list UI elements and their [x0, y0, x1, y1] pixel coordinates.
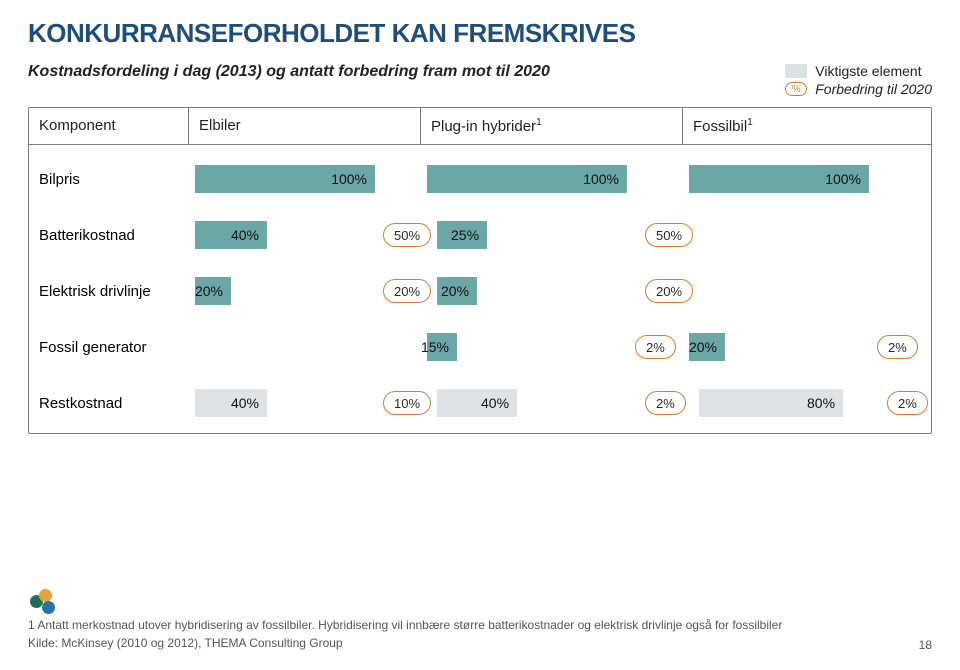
page-title: KONKURRANSEFORHOLDET KAN FREMSKRIVES — [28, 18, 932, 49]
logo-dot-b — [39, 589, 52, 602]
legend-oval-label: Forbedring til 2020 — [815, 81, 932, 97]
col-header-fossil-sup: 1 — [747, 117, 753, 128]
bar: 40% — [195, 389, 267, 417]
bar: 100% — [689, 165, 869, 193]
col-header-plugin: Plug-in hybrider1 — [421, 108, 683, 144]
rows-container: Bilpris 100% 100% 100% Batterikostnad 40… — [29, 145, 931, 433]
bar-track: 100% — [195, 165, 375, 193]
table-row: Batterikostnad 40% 50% 25% 50% — [29, 207, 931, 263]
table-row: Restkostnad 40% 10% 40% 2% 80% 2% — [29, 375, 931, 431]
table-row: Bilpris 100% 100% 100% — [29, 151, 931, 207]
bar: 15% — [427, 333, 457, 361]
legend: Viktigste element % Forbedring til 2020 — [785, 63, 932, 99]
footnote-1: 1 Antatt merkostnad utover hybridisering… — [28, 616, 932, 634]
improvement-oval: 50% — [383, 223, 431, 247]
col-header-elbil: Elbiler — [189, 108, 421, 144]
data-cell: 20% 20% — [431, 277, 693, 305]
col-header-plugin-text: Plug-in hybrider — [431, 118, 536, 135]
column-headers: Komponent Elbiler Plug-in hybrider1 Foss… — [29, 108, 931, 145]
bar-track: 40% — [195, 389, 375, 417]
bar: 20% — [689, 333, 725, 361]
bar-track: 20% — [195, 277, 375, 305]
data-cell: 40% 10% — [189, 389, 431, 417]
improvement-oval: 20% — [645, 279, 693, 303]
bar: 100% — [427, 165, 627, 193]
row-label: Fossil generator — [29, 339, 189, 356]
data-cell: 20% 20% — [189, 277, 431, 305]
bar: 20% — [437, 277, 477, 305]
data-cell: 100% — [421, 165, 683, 193]
row-label: Batterikostnad — [29, 227, 189, 244]
bar: 80% — [699, 389, 843, 417]
improvement-oval: 2% — [645, 391, 686, 415]
bar-track: 40% — [195, 221, 375, 249]
logo-icon — [30, 589, 56, 615]
col-header-label: Komponent — [29, 108, 189, 144]
data-cell: 15% 2% — [421, 333, 683, 361]
legend-swatch — [785, 64, 807, 78]
bar-track: 40% — [437, 389, 637, 417]
bar-track: 100% — [427, 165, 627, 193]
bar: 25% — [437, 221, 487, 249]
legend-oval-icon: % — [785, 82, 807, 96]
row-label: Bilpris — [29, 171, 189, 188]
data-cell: 100% — [683, 165, 931, 193]
improvement-oval: 2% — [877, 335, 918, 359]
col-header-plugin-sup: 1 — [536, 117, 542, 128]
row-label: Elektrisk drivlinje — [29, 283, 189, 300]
improvement-oval: 10% — [383, 391, 431, 415]
bar-track: 15% — [427, 333, 627, 361]
bar: 40% — [437, 389, 517, 417]
bar-track: 25% — [437, 221, 637, 249]
bar: 100% — [195, 165, 375, 193]
header-row: Kostnadsfordeling i dag (2013) og antatt… — [28, 63, 932, 99]
col-header-fossil-text: Fossilbil — [693, 118, 747, 135]
data-cell: 100% — [189, 165, 421, 193]
col-header-fossil: Fossilbil1 — [683, 108, 931, 144]
data-cell: 25% 50% — [431, 221, 693, 249]
bar-track: 100% — [689, 165, 869, 193]
logo-dot-c — [42, 601, 55, 614]
data-cell: 80% 2% — [693, 389, 931, 417]
table-row: Elektrisk drivlinje 20% 20% 20% 20% — [29, 263, 931, 319]
improvement-oval: 2% — [887, 391, 928, 415]
row-label: Restkostnad — [29, 395, 189, 412]
improvement-oval: 2% — [635, 335, 676, 359]
data-cell: 40% 50% — [189, 221, 431, 249]
improvement-oval: 50% — [645, 223, 693, 247]
legend-swatch-label: Viktigste element — [815, 63, 921, 79]
bar: 40% — [195, 221, 267, 249]
data-cell: 40% 2% — [431, 389, 693, 417]
subtitle: Kostnadsfordeling i dag (2013) og antatt… — [28, 63, 550, 81]
table-row: Fossil generator 15% 2% 20% 2% — [29, 319, 931, 375]
cost-table: Komponent Elbiler Plug-in hybrider1 Foss… — [28, 107, 932, 434]
bar-track: 20% — [689, 333, 869, 361]
source-line: Kilde: McKinsey (2010 og 2012), THEMA Co… — [28, 634, 932, 652]
footnotes: 1 Antatt merkostnad utover hybridisering… — [28, 616, 932, 652]
page-number: 18 — [919, 638, 932, 652]
improvement-oval: 20% — [383, 279, 431, 303]
bar: 20% — [195, 277, 231, 305]
bar-track: 80% — [699, 389, 879, 417]
bar-track: 20% — [437, 277, 637, 305]
data-cell: 20% 2% — [683, 333, 931, 361]
